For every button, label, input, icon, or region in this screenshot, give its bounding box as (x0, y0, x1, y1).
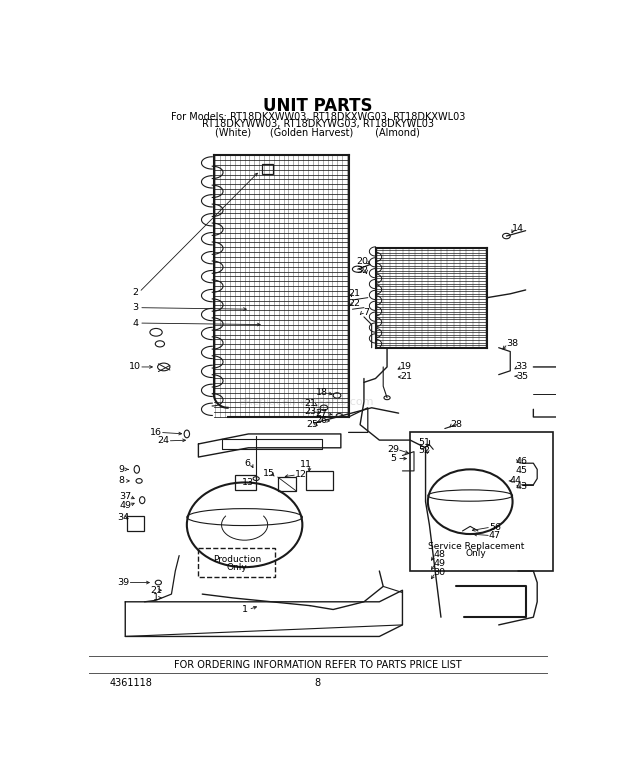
Text: 52: 52 (418, 445, 430, 455)
Text: Production: Production (213, 555, 261, 564)
Text: 7: 7 (363, 308, 370, 317)
Text: 34: 34 (117, 512, 129, 522)
Text: 51: 51 (418, 438, 430, 447)
Text: 27: 27 (316, 409, 327, 417)
Text: 48: 48 (433, 550, 445, 558)
Text: Service Replacement: Service Replacement (428, 542, 525, 551)
Text: 38: 38 (506, 339, 518, 349)
Text: 21: 21 (150, 586, 162, 595)
Text: 21: 21 (401, 373, 412, 381)
Text: 19: 19 (401, 363, 412, 371)
Text: 8: 8 (118, 477, 125, 485)
Text: UNIT PARTS: UNIT PARTS (263, 97, 373, 115)
Text: 37: 37 (119, 492, 131, 501)
Text: 12: 12 (294, 470, 307, 479)
Text: 1: 1 (242, 605, 247, 614)
Text: 5: 5 (390, 454, 396, 463)
Text: For Models: RT18DKXWW03, RT18DKXWG03, RT18DKXWL03: For Models: RT18DKXWW03, RT18DKXWG03, RT… (170, 112, 465, 122)
Bar (410, 432, 552, 571)
Bar (278, 477, 296, 491)
Text: 3: 3 (132, 303, 138, 312)
Text: 16: 16 (150, 428, 162, 437)
Text: 21: 21 (304, 399, 316, 409)
Text: 26: 26 (316, 417, 327, 425)
Text: Only: Only (226, 563, 247, 573)
Text: 2: 2 (132, 288, 138, 296)
Text: 15: 15 (262, 470, 275, 478)
Text: 6: 6 (244, 459, 250, 468)
Text: 30: 30 (433, 568, 446, 577)
Text: 46: 46 (516, 457, 528, 466)
Text: 14: 14 (512, 224, 524, 233)
Text: FOR ORDERING INFORMATION REFER TO PARTS PRICE LIST: FOR ORDERING INFORMATION REFER TO PARTS … (174, 660, 461, 670)
Text: 20: 20 (356, 257, 368, 266)
Text: 9: 9 (118, 465, 125, 474)
Text: 22: 22 (348, 299, 361, 307)
Text: RT18DKYWW03, RT18DKYWG03, RT18DKYWL03: RT18DKYWW03, RT18DKYWG03, RT18DKYWL03 (202, 119, 434, 129)
Text: eReplacementParts.com: eReplacementParts.com (239, 396, 374, 406)
Text: 33: 33 (516, 363, 528, 371)
Bar (262, 165, 273, 174)
Text: 1: 1 (153, 594, 159, 602)
Text: 28: 28 (450, 420, 463, 429)
Text: 4361118: 4361118 (110, 678, 153, 688)
Text: 10: 10 (129, 363, 141, 371)
Text: 18: 18 (316, 388, 327, 397)
Text: 35: 35 (516, 372, 528, 381)
Text: 24: 24 (157, 436, 170, 445)
Text: 21: 21 (348, 289, 361, 298)
Text: (White)      (Golden Harvest)       (Almond): (White) (Golden Harvest) (Almond) (215, 127, 420, 137)
Bar (306, 471, 333, 490)
Text: 32: 32 (356, 266, 368, 275)
Text: 29: 29 (388, 445, 399, 454)
Text: 43: 43 (516, 482, 528, 491)
Text: 44: 44 (510, 477, 521, 485)
Text: 23: 23 (304, 407, 316, 416)
Text: 49: 49 (119, 501, 131, 510)
Text: 45: 45 (516, 466, 528, 475)
Text: Only: Only (466, 549, 487, 558)
Bar (126, 516, 144, 531)
Text: 11: 11 (300, 460, 312, 470)
Text: 8: 8 (315, 678, 321, 688)
Bar (234, 475, 256, 490)
Text: 13: 13 (242, 478, 255, 487)
Text: 49: 49 (433, 558, 445, 568)
Text: 4: 4 (132, 318, 138, 328)
Text: 56: 56 (489, 523, 501, 532)
Text: 39: 39 (118, 578, 130, 587)
Text: 25: 25 (306, 420, 318, 429)
Text: 47: 47 (489, 531, 501, 540)
